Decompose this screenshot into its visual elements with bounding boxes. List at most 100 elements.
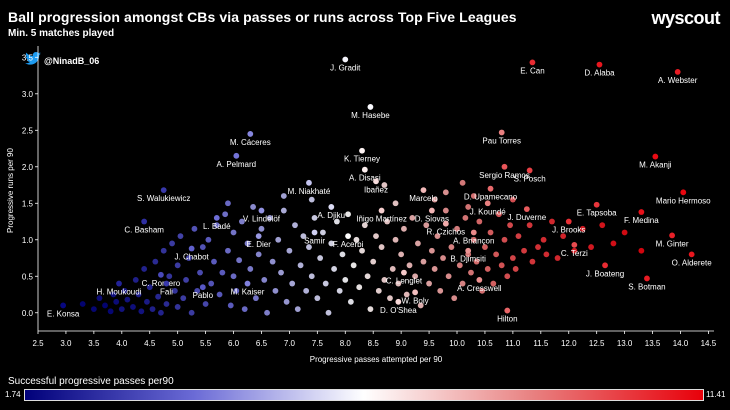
point-label: A. Webster xyxy=(658,76,698,85)
data-point xyxy=(333,218,340,225)
data-point xyxy=(507,222,513,229)
data-point xyxy=(188,245,195,252)
data-point xyxy=(183,277,189,283)
data-point xyxy=(373,178,379,185)
data-point xyxy=(202,301,209,307)
data-point xyxy=(121,287,128,294)
point-label: Ibañez xyxy=(364,185,388,194)
point-label: M. Hasebe xyxy=(351,111,390,120)
data-point xyxy=(442,189,449,196)
data-point xyxy=(211,258,217,265)
data-point xyxy=(596,61,603,68)
data-point xyxy=(258,207,265,214)
data-point xyxy=(163,280,170,287)
point-label: J. Chabot xyxy=(175,253,210,262)
data-point xyxy=(160,247,167,254)
point-label: Samir xyxy=(304,236,325,245)
point-label: S. Posch xyxy=(514,174,546,183)
point-label: J. Boateng xyxy=(586,269,624,278)
data-point xyxy=(306,179,312,186)
twitter-icon xyxy=(25,52,41,65)
data-point xyxy=(138,308,145,315)
data-point xyxy=(158,271,164,278)
data-point xyxy=(230,273,237,280)
data-point xyxy=(459,280,466,287)
data-point xyxy=(523,206,530,213)
data-point xyxy=(158,309,164,316)
data-point xyxy=(515,233,522,240)
data-point xyxy=(470,229,477,236)
data-point xyxy=(356,284,363,291)
point-label: K. Tierney xyxy=(344,155,380,164)
x-tick-label: 11.5 xyxy=(533,339,549,348)
data-point xyxy=(163,301,170,307)
point-label: J. Gradit xyxy=(330,63,361,72)
data-point xyxy=(364,273,371,280)
data-point xyxy=(90,306,97,313)
data-point xyxy=(233,152,240,159)
data-point xyxy=(593,201,600,208)
x-tick-label: 3.5 xyxy=(88,339,100,348)
x-tick-label: 3.0 xyxy=(60,339,72,348)
chart-subtitle: Min. 5 matches played xyxy=(8,28,115,39)
data-point xyxy=(185,255,192,261)
data-point xyxy=(445,273,452,280)
x-tick-label: 12.5 xyxy=(589,339,605,348)
data-point xyxy=(395,280,402,287)
x-tick-label: 7.5 xyxy=(312,339,324,348)
data-point xyxy=(216,291,223,298)
x-tick-label: 5.0 xyxy=(172,339,184,348)
data-point xyxy=(60,302,67,309)
data-point xyxy=(509,196,516,203)
data-point xyxy=(470,236,477,243)
point-label: W. Boly xyxy=(402,296,429,305)
data-point xyxy=(688,251,695,258)
data-point xyxy=(490,280,497,287)
data-point xyxy=(222,211,229,218)
data-point xyxy=(476,218,483,225)
data-point xyxy=(465,204,472,210)
data-point xyxy=(353,236,360,243)
data-point xyxy=(565,218,572,225)
point-label: V. Lindelöf xyxy=(243,215,281,224)
data-point xyxy=(428,247,435,254)
data-point xyxy=(227,302,234,309)
x-tick-label: 10.5 xyxy=(477,339,493,348)
data-point xyxy=(403,291,410,298)
data-point xyxy=(554,255,561,261)
scatter-plot: 2.5 3.0 3.5 4.0 4.5 5.0 5.5 6.0 6.5 7.0 7.5 8.0 8.5 9… xyxy=(6,46,717,364)
data-point xyxy=(361,222,368,229)
x-tick-label: 11.0 xyxy=(505,339,521,348)
data-point xyxy=(468,269,474,276)
data-point xyxy=(412,289,419,296)
point-label: Pau Torres xyxy=(482,136,521,145)
data-point xyxy=(225,200,231,207)
data-point xyxy=(367,306,374,313)
data-point xyxy=(113,298,120,305)
point-label: S. Botman xyxy=(628,282,665,291)
data-point xyxy=(342,277,349,283)
data-point xyxy=(448,244,455,250)
data-point xyxy=(132,277,139,283)
data-point xyxy=(116,280,122,287)
data-point xyxy=(141,266,148,272)
data-point xyxy=(152,258,159,265)
point-label: B. Djimsiti xyxy=(450,255,486,264)
data-point xyxy=(602,262,608,269)
point-label: Mario Hermoso xyxy=(656,196,711,205)
chart-title: Ball progression amongst CBs via passes … xyxy=(8,9,517,25)
data-point xyxy=(431,266,438,272)
data-point xyxy=(367,104,374,110)
x-tick-label: 9.5 xyxy=(424,339,436,348)
data-point xyxy=(387,295,393,302)
x-tick-label: 9.0 xyxy=(396,339,408,348)
data-point xyxy=(233,287,240,294)
data-point xyxy=(239,218,245,225)
y-tick-label: 3.0 xyxy=(22,90,34,99)
data-point xyxy=(395,298,402,305)
data-point xyxy=(208,280,215,287)
data-point xyxy=(141,218,148,225)
data-point xyxy=(487,229,494,236)
data-point xyxy=(462,214,469,221)
data-point xyxy=(230,229,237,236)
